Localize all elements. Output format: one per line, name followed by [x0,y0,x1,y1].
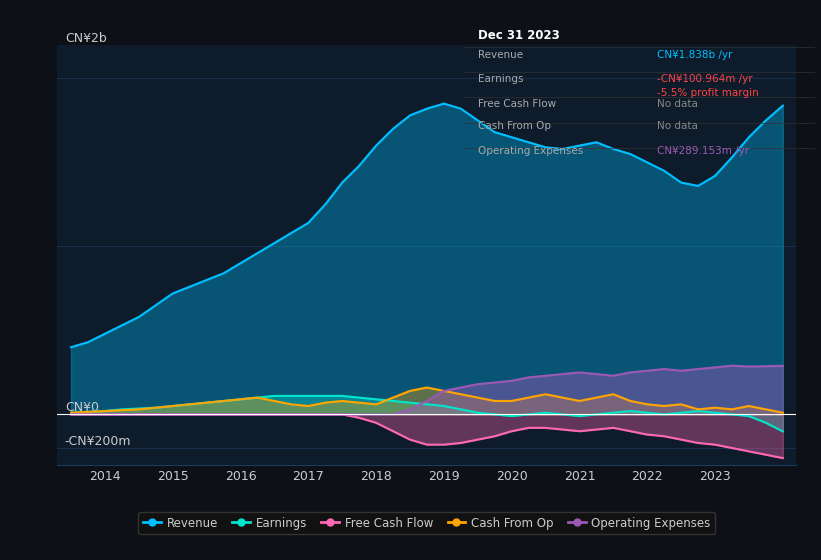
Text: No data: No data [657,99,698,109]
Text: CN¥2b: CN¥2b [65,32,107,45]
Text: Revenue: Revenue [478,50,523,60]
Text: -CN¥100.964m /yr: -CN¥100.964m /yr [657,74,753,84]
Text: Free Cash Flow: Free Cash Flow [478,99,556,109]
Text: Dec 31 2023: Dec 31 2023 [478,29,560,41]
Text: -5.5% profit margin: -5.5% profit margin [657,88,759,98]
Text: CN¥289.153m /yr: CN¥289.153m /yr [657,146,750,156]
Text: Operating Expenses: Operating Expenses [478,146,583,156]
Legend: Revenue, Earnings, Free Cash Flow, Cash From Op, Operating Expenses: Revenue, Earnings, Free Cash Flow, Cash … [139,512,715,534]
Text: CN¥1.838b /yr: CN¥1.838b /yr [657,50,732,60]
Text: Cash From Op: Cash From Op [478,121,551,131]
Text: No data: No data [657,121,698,131]
Text: -CN¥200m: -CN¥200m [65,435,131,448]
Text: CN¥0: CN¥0 [65,402,99,414]
Text: Earnings: Earnings [478,74,524,84]
